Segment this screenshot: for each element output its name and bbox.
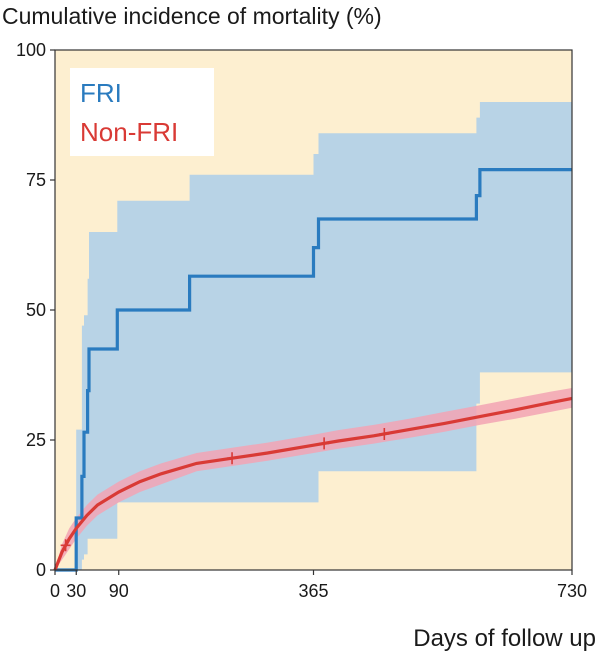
legend-entry-1: FRI [80, 78, 122, 108]
y-tick-label: 50 [26, 300, 46, 320]
x-tick-label: 30 [66, 581, 86, 601]
x-tick-label: 0 [50, 581, 60, 601]
legend-entry-2: Non-FRI [80, 117, 178, 147]
axis-ticks: 0 25 50 75 100 0 30 90 365 730 [16, 40, 587, 601]
y-tick-label: 100 [16, 40, 46, 60]
y-tick-label: 0 [36, 560, 46, 580]
censor-marks [60, 427, 390, 552]
x-tick-label: 365 [298, 581, 328, 601]
series-line-1 [55, 168, 572, 572]
x-axis-label: Days of follow up [413, 625, 596, 652]
y-tick-label: 25 [26, 430, 46, 450]
x-tick-label: 730 [557, 581, 587, 601]
x-tick-label: 90 [109, 581, 129, 601]
censor-mark [319, 437, 330, 450]
censor-mark [227, 452, 238, 465]
censor-mark [60, 539, 71, 552]
legend-box [70, 68, 214, 156]
confidence-band-2 [55, 388, 572, 570]
legend: FRI Non-FRI [70, 68, 214, 156]
chart-title: Cumulative incidence of mortality (%) [2, 3, 382, 29]
y-tick-label: 75 [26, 170, 46, 190]
censor-mark [379, 427, 390, 440]
